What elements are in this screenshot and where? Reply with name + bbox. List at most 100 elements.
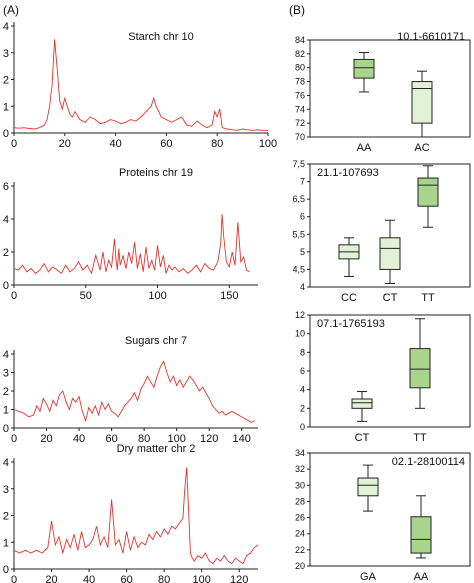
box-body xyxy=(410,516,432,554)
marker-label: 21.1-107693 xyxy=(317,167,379,179)
x-tick-label: 120 xyxy=(230,574,248,583)
y-tick-label: 2 xyxy=(3,511,9,523)
y-tick-label: 0 xyxy=(3,564,9,576)
box-TT: TT xyxy=(409,318,431,444)
y-tick-label: 1 xyxy=(3,537,9,549)
y-tick-label: 4 xyxy=(3,214,9,226)
x-tick-label: 100 xyxy=(167,433,185,445)
y-tick-label: 1 xyxy=(3,405,9,417)
y-tick-label: 28 xyxy=(295,496,305,506)
y-tick-label: 80 xyxy=(295,63,305,73)
x-tick-label: 100 xyxy=(259,138,277,150)
y-tick-label: 1 xyxy=(3,101,9,113)
data-line xyxy=(13,39,268,131)
category-label: CC xyxy=(341,292,357,304)
y-tick-label: 2 xyxy=(3,75,9,87)
y-tick-label: 34 xyxy=(295,448,305,458)
y-tick-label: 3 xyxy=(3,48,9,60)
box-GA: GA xyxy=(357,464,379,583)
y-tick-label: 0 xyxy=(3,423,9,435)
y-tick-label: 7 xyxy=(300,177,305,187)
y-tick-label: 24 xyxy=(295,529,305,539)
marker-label: 07.1-1765193 xyxy=(317,318,385,330)
y-tick-label: 26 xyxy=(295,513,305,523)
y-tick-label: 6 xyxy=(3,181,9,193)
y-tick-label: 32 xyxy=(295,464,305,474)
chart-6: 4 4,5 5 5,5 6 6,5 7 7,5 21.1-107693 CC CT TT xyxy=(292,159,471,304)
chart-title: Dry matter chr 2 xyxy=(117,443,196,455)
x-tick-label: 20 xyxy=(45,574,57,583)
plot-frame xyxy=(309,452,471,567)
y-tick-label: 5 xyxy=(300,247,305,257)
marker-label: 10.1-6610171 xyxy=(397,31,465,43)
plot-frame xyxy=(309,163,471,288)
category-label: AA xyxy=(357,142,372,154)
box-body xyxy=(351,398,373,409)
plot-frame xyxy=(309,314,471,428)
y-tick-label: 3 xyxy=(3,368,9,380)
box-CT: CT xyxy=(379,219,401,304)
y-tick-label: 0 xyxy=(3,128,9,140)
category-label: CT xyxy=(355,432,370,444)
y-tick-label: 22 xyxy=(295,545,305,555)
category-label: TT xyxy=(421,292,435,304)
category-label: GA xyxy=(360,571,377,583)
data-line xyxy=(13,214,250,275)
chart-8: 20 22 24 26 28 30 32 34 02.1-28100114 GA AA xyxy=(295,448,471,583)
category-label: AA xyxy=(414,571,429,583)
y-tick-label: 74 xyxy=(295,104,305,114)
y-tick-label: 78 xyxy=(295,77,305,87)
y-tick-label: 6 xyxy=(300,212,305,222)
chart-title: Proteins chr 19 xyxy=(119,167,193,179)
y-tick-label: 6,5 xyxy=(292,194,305,204)
y-tick-label: 7,5 xyxy=(292,159,305,169)
x-tick-label: 100 xyxy=(148,290,166,302)
data-line xyxy=(13,467,259,565)
y-tick-label: 8 xyxy=(300,347,305,357)
x-tick-label: 0 xyxy=(11,574,17,583)
x-tick-label: 60 xyxy=(105,433,117,445)
x-tick-label: 40 xyxy=(109,138,121,150)
y-tick-label: 4 xyxy=(3,349,9,361)
x-tick-label: 80 xyxy=(138,433,150,445)
box-TT: TT xyxy=(417,165,439,304)
y-tick-label: 6 xyxy=(300,366,305,376)
x-tick-label: 120 xyxy=(200,433,218,445)
y-tick-label: 5,5 xyxy=(292,229,305,239)
x-tick-label: 20 xyxy=(59,138,71,150)
panel-label-b: (B) xyxy=(289,3,305,17)
y-tick-label: 82 xyxy=(295,49,305,59)
box-AA: AA xyxy=(410,495,432,583)
category-label: TT xyxy=(413,432,427,444)
y-tick-label: 2 xyxy=(3,386,9,398)
x-tick-label: 40 xyxy=(83,574,95,583)
box-body xyxy=(379,237,401,270)
chart-title: Sugars chr 7 xyxy=(125,335,187,347)
y-tick-label: 84 xyxy=(295,35,305,45)
x-tick-label: 60 xyxy=(160,138,172,150)
category-label: AC xyxy=(414,142,429,154)
y-tick-label: 0 xyxy=(300,422,305,432)
box-CT: CT xyxy=(351,391,373,444)
y-tick-label: 20 xyxy=(295,561,305,571)
y-tick-label: 72 xyxy=(295,118,305,128)
x-tick-label: 150 xyxy=(220,290,238,302)
y-tick-label: 2 xyxy=(300,403,305,413)
category-label: CT xyxy=(383,292,398,304)
x-tick-label: 140 xyxy=(233,433,251,445)
x-tick-label: 60 xyxy=(120,574,132,583)
box-AA: AA xyxy=(353,51,375,154)
y-tick-label: 12 xyxy=(295,310,305,320)
y-tick-label: 76 xyxy=(295,90,305,100)
y-tick-label: 10 xyxy=(295,329,305,339)
x-tick-label: 0 xyxy=(11,138,17,150)
x-tick-label: 0 xyxy=(11,433,17,445)
y-tick-label: 70 xyxy=(295,132,305,142)
y-tick-label: 4 xyxy=(300,282,305,292)
x-tick-label: 80 xyxy=(158,574,170,583)
